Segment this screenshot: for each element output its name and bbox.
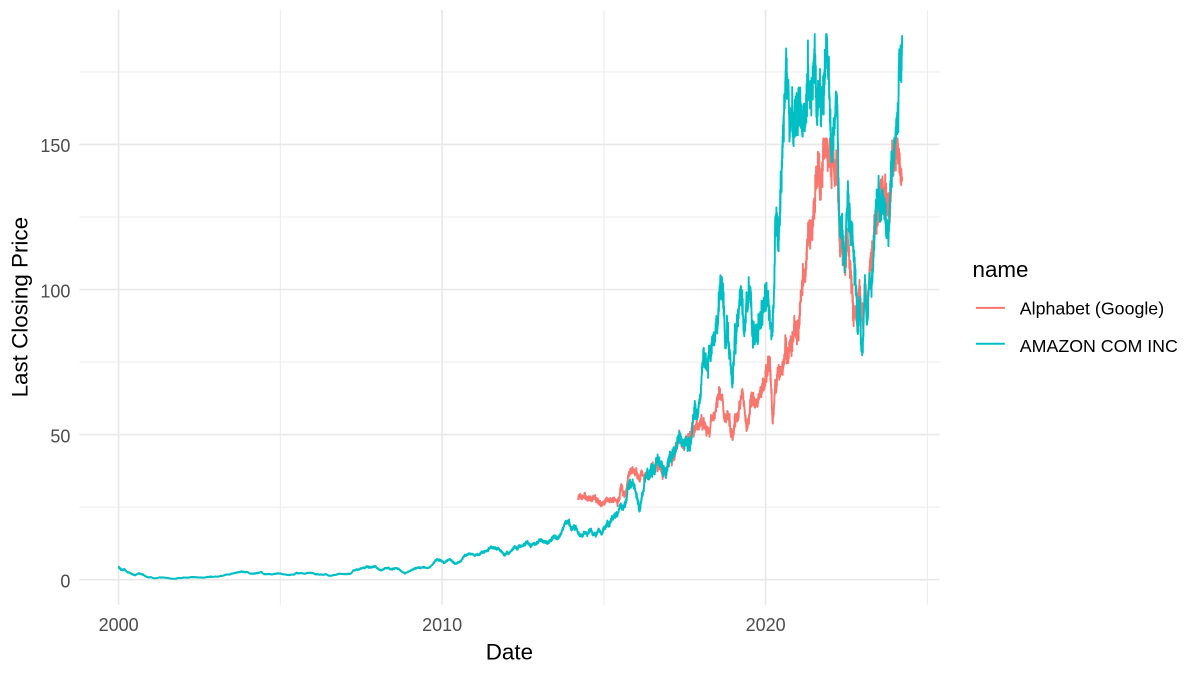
- svg-text:AMAZON COM INC: AMAZON COM INC: [1020, 336, 1178, 356]
- svg-text:Last Closing Price: Last Closing Price: [8, 217, 33, 397]
- svg-text:2020: 2020: [746, 615, 786, 635]
- svg-text:2010: 2010: [422, 615, 462, 635]
- svg-text:50: 50: [50, 426, 70, 446]
- svg-text:Alphabet (Google): Alphabet (Google): [1020, 299, 1164, 319]
- svg-text:150: 150: [40, 136, 70, 156]
- svg-text:Date: Date: [486, 639, 533, 664]
- svg-text:0: 0: [60, 572, 70, 592]
- svg-text:100: 100: [40, 281, 70, 301]
- svg-text:name: name: [973, 257, 1029, 282]
- svg-text:2000: 2000: [99, 615, 139, 635]
